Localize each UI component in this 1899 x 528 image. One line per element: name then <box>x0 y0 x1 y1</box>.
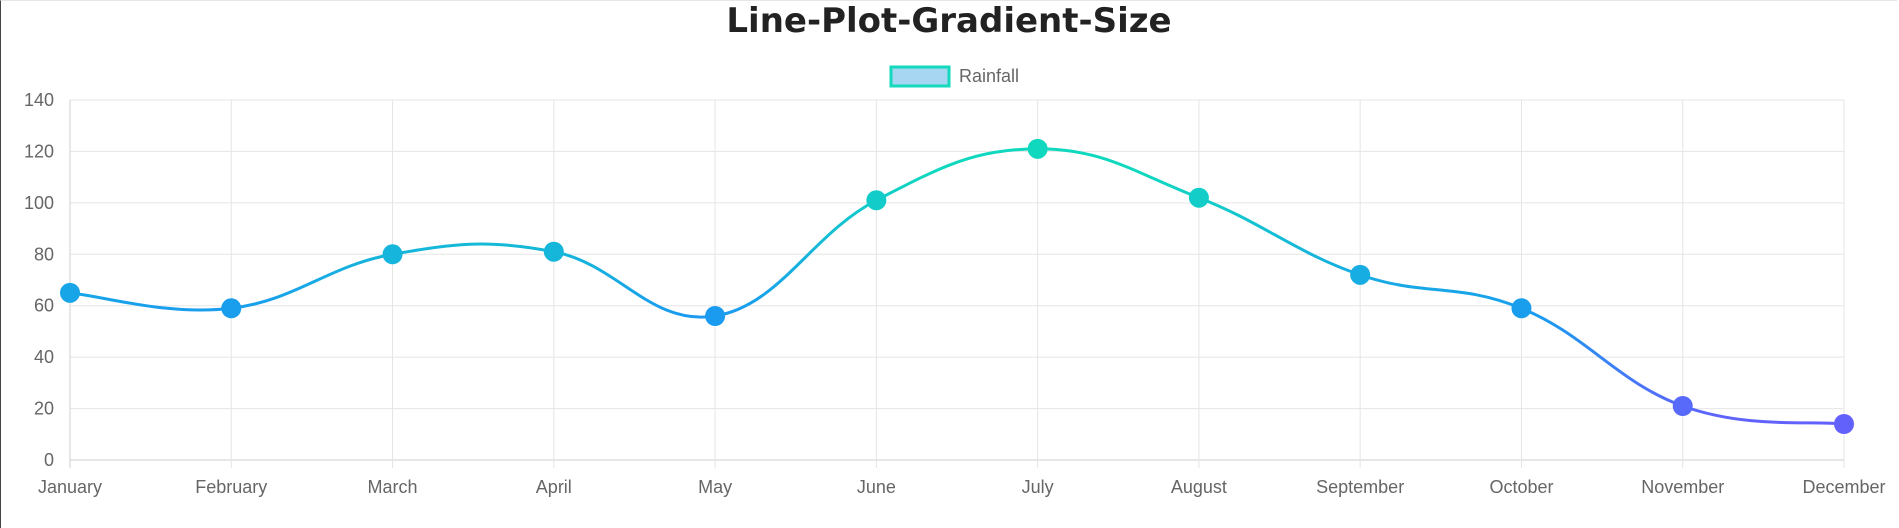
data-point[interactable] <box>705 306 726 326</box>
x-tick-label: November <box>1641 477 1724 497</box>
x-tick-label: March <box>368 477 418 497</box>
x-tick-label: October <box>1489 477 1553 497</box>
data-point[interactable] <box>1188 187 1209 208</box>
y-tick-label: 40 <box>34 347 54 367</box>
y-axis-ticks: 0 20 40 60 80 100 120 140 <box>24 90 54 470</box>
legend[interactable]: Rainfall <box>889 65 1019 88</box>
y-tick-label: 140 <box>24 90 54 110</box>
data-point[interactable] <box>221 298 242 319</box>
x-tick-label: December <box>1802 477 1885 497</box>
y-tick-label: 80 <box>34 244 54 264</box>
x-tick-label: January <box>38 477 102 497</box>
y-tick-label: 100 <box>24 193 54 213</box>
x-tick-label: August <box>1171 477 1227 497</box>
data-point[interactable] <box>543 241 564 262</box>
y-tick-label: 20 <box>34 399 54 419</box>
legend-swatch <box>889 65 951 88</box>
data-point[interactable] <box>1350 264 1371 285</box>
data-point[interactable] <box>1027 138 1048 159</box>
chart-title: Line-Plot-Gradient-Size <box>726 1 1171 41</box>
y-tick-label: 0 <box>44 450 54 470</box>
data-point[interactable] <box>1834 414 1854 434</box>
grid <box>69 99 1845 468</box>
x-axis-ticks: January February March April May June July Augu… <box>38 477 1886 497</box>
x-tick-label: July <box>1022 477 1054 497</box>
data-point[interactable] <box>1672 396 1693 416</box>
rainfall-points <box>60 138 1854 434</box>
x-tick-label: April <box>536 477 572 497</box>
data-point[interactable] <box>382 244 403 265</box>
x-tick-label: June <box>857 477 896 497</box>
x-tick-label: May <box>698 477 732 497</box>
data-point[interactable] <box>866 190 887 211</box>
y-tick-label: 60 <box>34 296 54 316</box>
y-tick-label: 120 <box>24 141 54 161</box>
data-point[interactable] <box>60 282 80 303</box>
rainfall-line <box>69 147 1845 426</box>
data-point[interactable] <box>1511 298 1532 319</box>
x-tick-label: September <box>1316 477 1404 497</box>
x-tick-label: February <box>195 477 267 497</box>
legend-label: Rainfall <box>959 66 1019 86</box>
